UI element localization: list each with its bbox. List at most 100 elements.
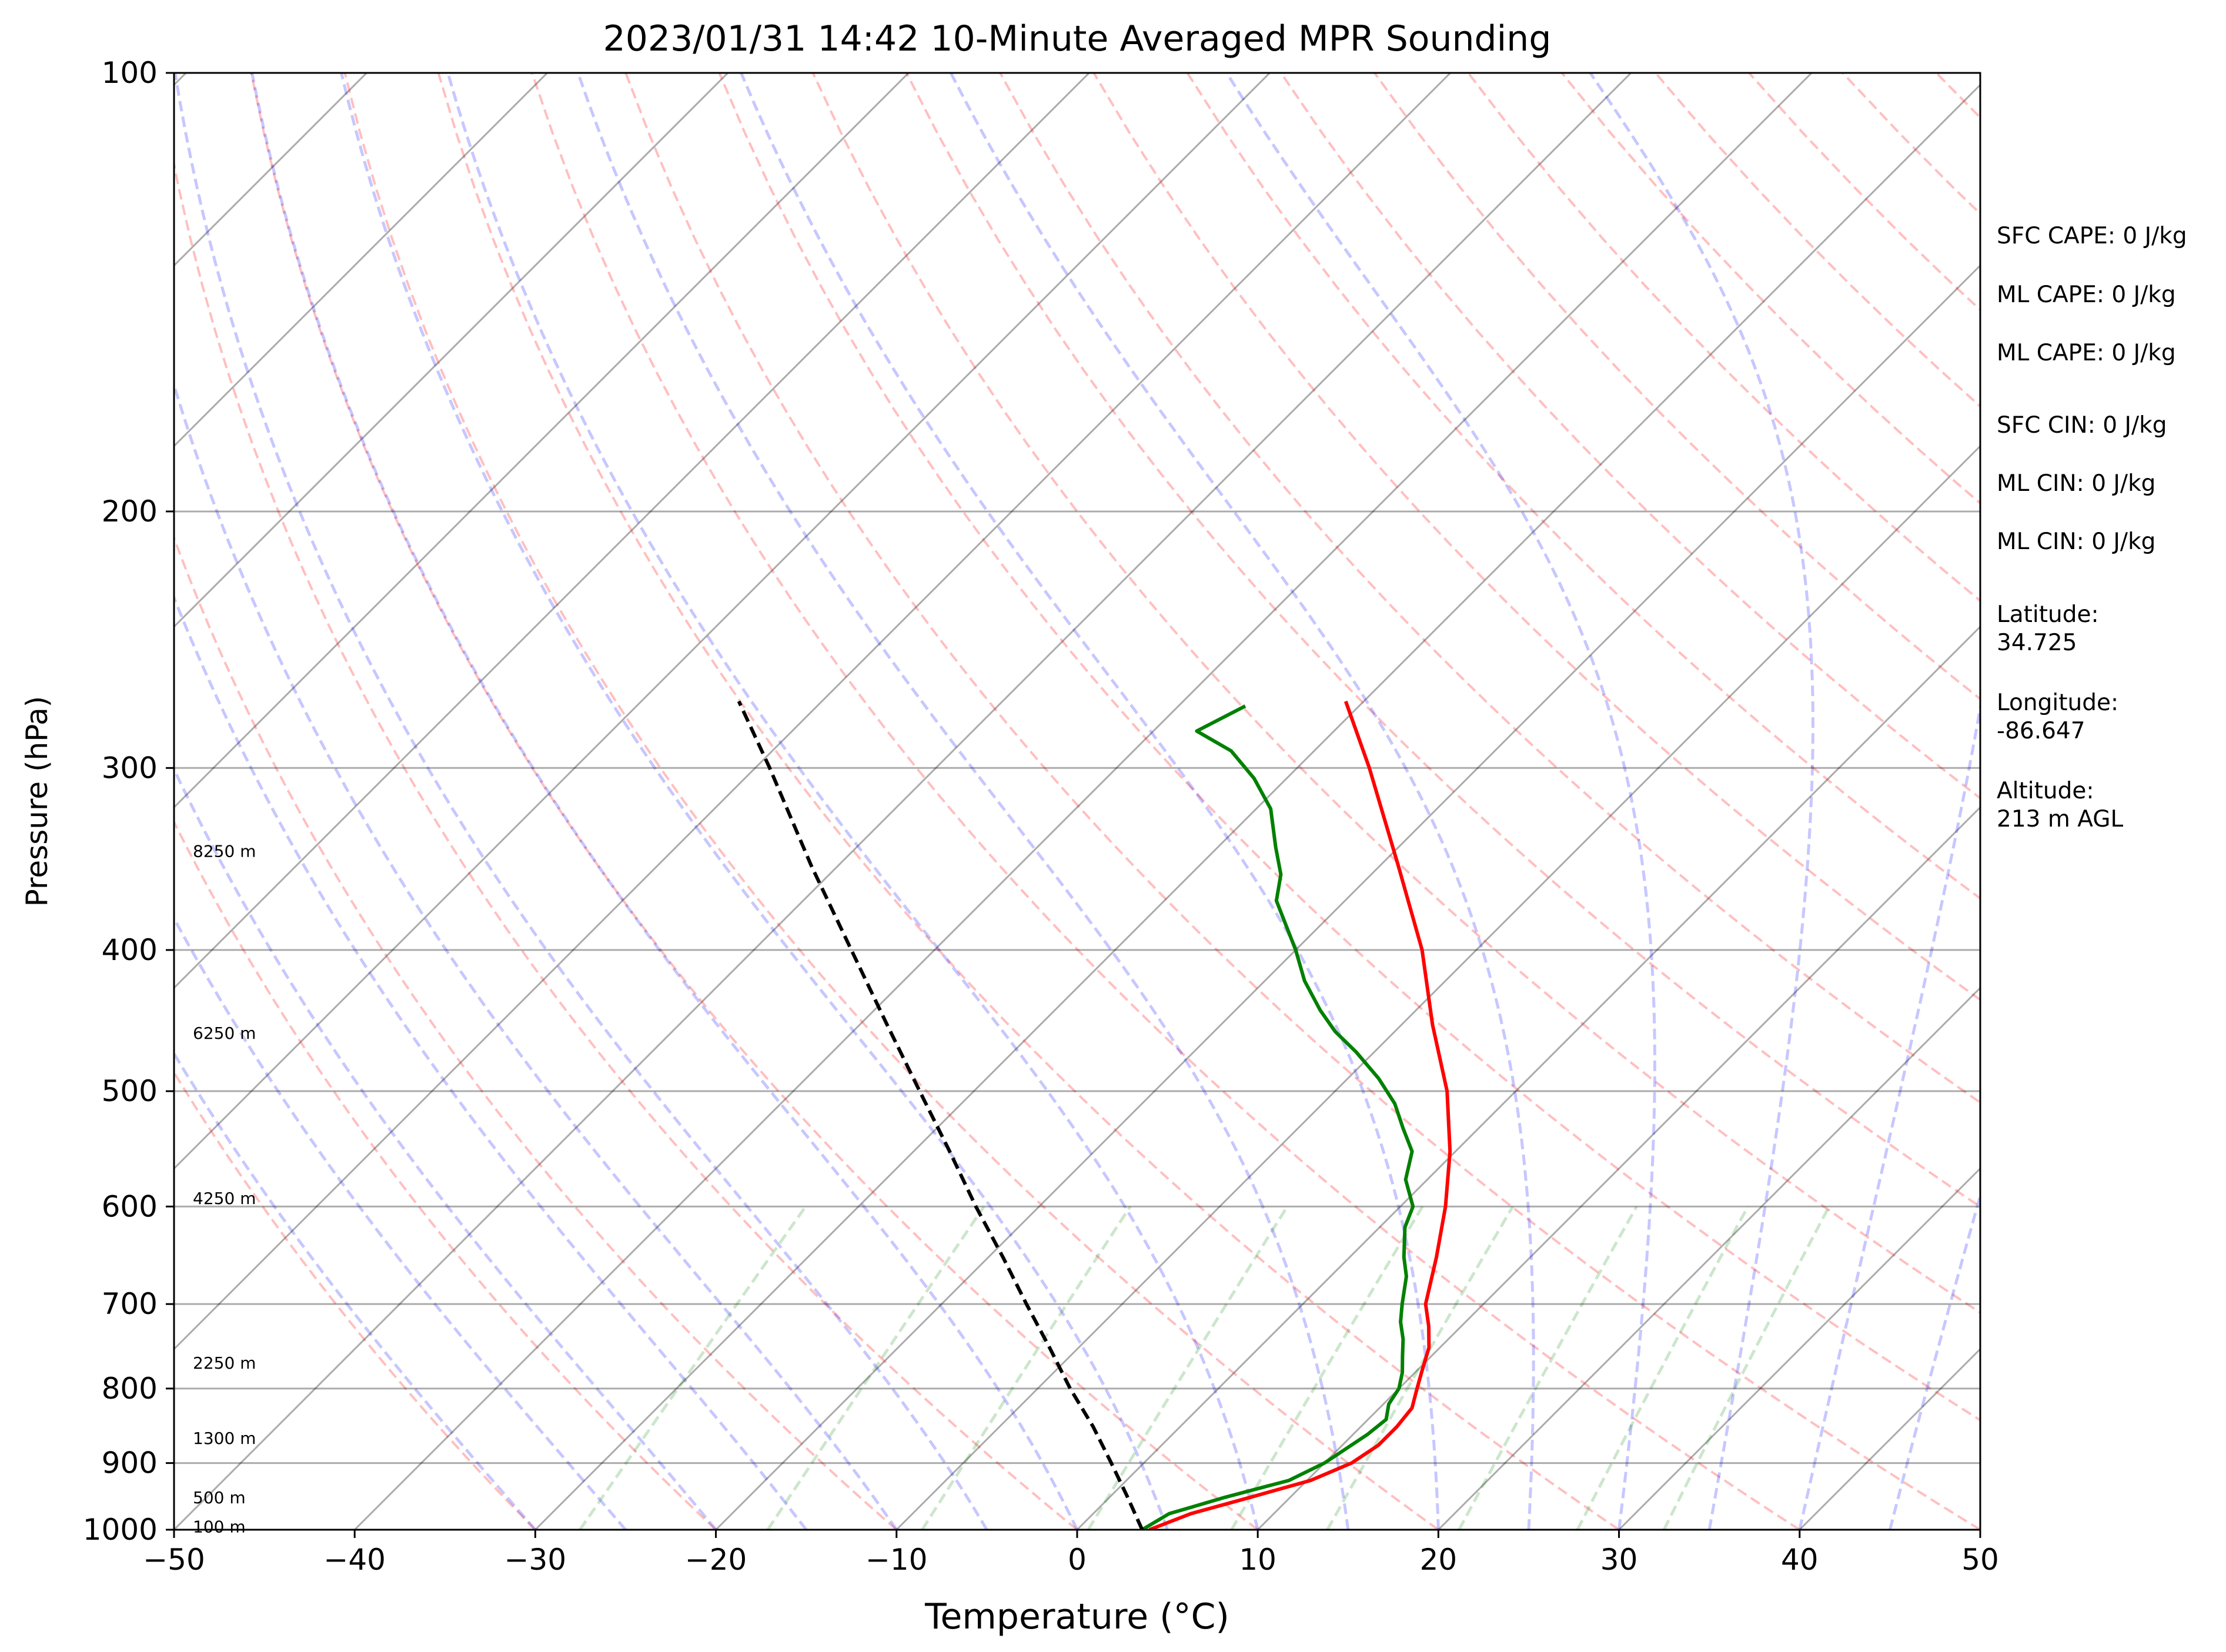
x-tick-label: −30 — [504, 1543, 567, 1577]
ml-cape-label: ML CAPE: 0 J/kg — [1997, 282, 2176, 308]
x-tick-label: −10 — [865, 1543, 928, 1577]
mixing-ratio-line — [1326, 1206, 1515, 1530]
dry-adiabat-line — [811, 73, 1980, 1314]
dry-adiabat-line — [624, 73, 1980, 1530]
isotherm-line — [1438, 986, 1980, 1530]
dry-adiabat-line — [343, 73, 1439, 1530]
moist-adiabat-line — [1225, 73, 1656, 1530]
isotherm-line — [174, 73, 910, 809]
height-label: 1300 m — [193, 1429, 256, 1448]
dry-adiabat-line — [174, 158, 1078, 1530]
isotherm-line — [1618, 1167, 1980, 1530]
height-label: 8250 m — [193, 841, 256, 861]
moist-adiabat-line — [174, 915, 627, 1530]
y-tick-label: 800 — [102, 1372, 158, 1406]
y-tick-label: 700 — [102, 1287, 158, 1321]
mixing-ratio-line — [1662, 1206, 1831, 1530]
y-tick-label: 300 — [102, 751, 158, 785]
dry-adiabat-line — [174, 819, 717, 1530]
isotherm-line — [174, 73, 729, 628]
mixing-ratio-line — [1576, 1206, 1749, 1530]
longitude-label: Longitude: — [1997, 690, 2119, 716]
latitude-value: 34.725 — [1997, 630, 2077, 656]
isotherm-line — [174, 73, 1632, 1530]
moist-adiabat-line — [1589, 73, 1815, 1530]
moist-adiabat-line — [174, 73, 988, 1530]
moist-adiabat-line — [1798, 700, 1980, 1530]
isotherm-line — [174, 73, 1271, 1170]
dry-adiabat-line — [1092, 73, 1980, 1002]
dry-adiabat-line — [905, 73, 1980, 1209]
dry-adiabat-line — [174, 534, 898, 1530]
isotherm-line — [895, 444, 1980, 1530]
latitude-label: Latitude: — [1997, 601, 2099, 628]
dry-adiabat-line — [999, 73, 1980, 1104]
altitude-value: 213 m AGL — [1997, 806, 2124, 832]
temperature-profile — [1148, 700, 1452, 1530]
x-tick-label: 10 — [1239, 1543, 1276, 1577]
x-tick-label: 20 — [1420, 1543, 1458, 1577]
mixing-ratio-line — [1458, 1206, 1638, 1530]
chart-title: 2023/01/31 14:42 10-Minute Averaged MPR … — [603, 18, 1552, 59]
isotherm-line — [174, 73, 548, 447]
mixing-ratio-line — [1230, 1206, 1424, 1530]
dry-adiabat-line — [437, 73, 1620, 1530]
moist-adiabat-line — [174, 1051, 537, 1530]
isotherm-line — [534, 83, 1980, 1530]
isotherm-line — [354, 73, 1813, 1530]
x-tick-label: 50 — [1961, 1543, 1999, 1577]
moist-adiabat-line — [949, 73, 1535, 1530]
moist-adiabat-line — [174, 765, 717, 1530]
longitude-value: -86.647 — [1997, 718, 2085, 744]
moist-adiabat-line — [576, 73, 1350, 1530]
height-label: 2250 m — [193, 1353, 256, 1373]
mixing-ratio-line — [766, 1205, 985, 1530]
moist-adiabat-line — [446, 73, 1259, 1530]
height-label: 4250 m — [193, 1189, 256, 1208]
dry-adiabat-line — [1186, 73, 1980, 900]
altitude-label: Altitude: — [1997, 778, 2094, 804]
sfc-cin-label: SFC CIN: 0 J/kg — [1997, 412, 2167, 439]
sfc-cape-label: SFC CAPE: 0 J/kg — [1997, 223, 2187, 249]
x-tick-label: −20 — [685, 1543, 747, 1577]
isotherm-line — [1257, 806, 1980, 1530]
x-axis-label: Temperature (°C) — [924, 1596, 1229, 1637]
y-tick-label: 500 — [102, 1074, 158, 1108]
y-tick-label: 600 — [102, 1189, 158, 1223]
moist-adiabat-line — [174, 380, 898, 1530]
y-tick-label: 200 — [102, 494, 158, 529]
isotherm-line — [715, 264, 1980, 1530]
x-tick-label: −40 — [323, 1543, 386, 1577]
parcel-profile — [737, 700, 1144, 1530]
isotherm-line — [0, 73, 5, 1530]
x-tick-label: 0 — [1068, 1543, 1087, 1577]
height-label: 500 m — [193, 1488, 246, 1507]
dry-adiabat-line — [531, 73, 1800, 1530]
plot-frame — [173, 72, 1981, 1531]
y-tick-label: 900 — [102, 1446, 158, 1480]
ml-cin-label: ML CIN: 0 J/kg — [1997, 470, 2156, 497]
isotherm-line — [174, 73, 1451, 1350]
y-tick-label: 400 — [102, 933, 158, 967]
mixing-ratio-line — [579, 1205, 807, 1530]
y-tick-label: 1000 — [83, 1513, 158, 1547]
dry-adiabat-line — [718, 73, 1980, 1422]
height-label: 100 m — [193, 1517, 246, 1537]
isotherm-line — [1076, 625, 1980, 1530]
mixing-ratio-line — [1087, 1205, 1289, 1530]
x-tick-label: −50 — [143, 1543, 205, 1577]
dewpoint-profile — [1141, 704, 1415, 1530]
ml-cin-label-2: ML CIN: 0 J/kg — [1997, 529, 2156, 555]
mixing-ratio-line — [921, 1205, 1132, 1530]
dry-adiabat-line — [250, 73, 1259, 1530]
isotherm-line — [174, 73, 367, 267]
ml-cape-label-2: ML CAPE: 0 J/kg — [1997, 340, 2176, 366]
y-tick-label: 100 — [102, 56, 158, 90]
moist-adiabat-line — [174, 593, 808, 1530]
moist-adiabat-line — [740, 73, 1440, 1530]
moist-adiabat-line — [250, 73, 1079, 1530]
x-tick-label: 30 — [1600, 1543, 1638, 1577]
height-label: 6250 m — [193, 1024, 256, 1043]
x-tick-label: 40 — [1781, 1543, 1819, 1577]
